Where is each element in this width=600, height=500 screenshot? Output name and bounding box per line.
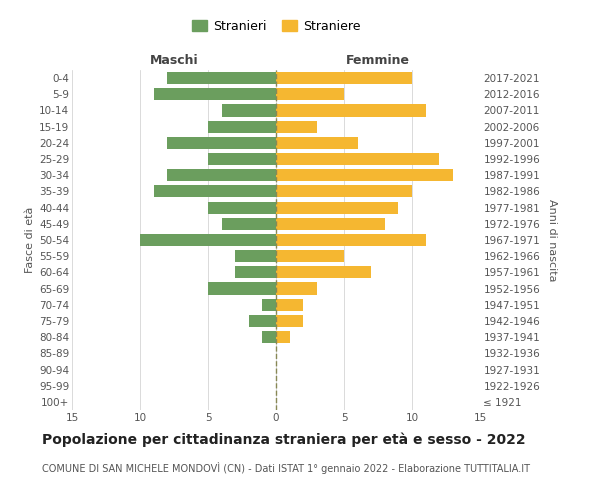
- Bar: [221, 104, 276, 117]
- Bar: [235, 266, 276, 278]
- Text: Femmine: Femmine: [346, 54, 410, 67]
- Bar: [276, 298, 303, 311]
- Bar: [276, 120, 317, 132]
- Y-axis label: Fasce di età: Fasce di età: [25, 207, 35, 273]
- Bar: [140, 234, 276, 246]
- Bar: [276, 202, 398, 213]
- Bar: [276, 104, 425, 117]
- Bar: [276, 331, 290, 343]
- Y-axis label: Anni di nascita: Anni di nascita: [547, 198, 557, 281]
- Bar: [249, 315, 276, 327]
- Legend: Stranieri, Straniere: Stranieri, Straniere: [188, 16, 364, 37]
- Bar: [235, 250, 276, 262]
- Text: Popolazione per cittadinanza straniera per età e sesso - 2022: Popolazione per cittadinanza straniera p…: [42, 432, 526, 447]
- Bar: [208, 120, 276, 132]
- Bar: [276, 234, 425, 246]
- Bar: [262, 331, 276, 343]
- Bar: [276, 153, 439, 165]
- Bar: [276, 186, 412, 198]
- Bar: [276, 282, 317, 294]
- Bar: [167, 72, 276, 84]
- Bar: [276, 315, 303, 327]
- Bar: [262, 298, 276, 311]
- Bar: [276, 169, 453, 181]
- Bar: [167, 137, 276, 149]
- Bar: [208, 202, 276, 213]
- Bar: [276, 266, 371, 278]
- Bar: [208, 282, 276, 294]
- Bar: [276, 88, 344, 101]
- Bar: [167, 169, 276, 181]
- Bar: [276, 218, 385, 230]
- Text: COMUNE DI SAN MICHELE MONDOVÌ (CN) - Dati ISTAT 1° gennaio 2022 - Elaborazione T: COMUNE DI SAN MICHELE MONDOVÌ (CN) - Dat…: [42, 462, 530, 474]
- Bar: [208, 153, 276, 165]
- Bar: [154, 186, 276, 198]
- Bar: [276, 250, 344, 262]
- Text: Maschi: Maschi: [149, 54, 199, 67]
- Bar: [276, 137, 358, 149]
- Bar: [221, 218, 276, 230]
- Bar: [276, 72, 412, 84]
- Bar: [154, 88, 276, 101]
